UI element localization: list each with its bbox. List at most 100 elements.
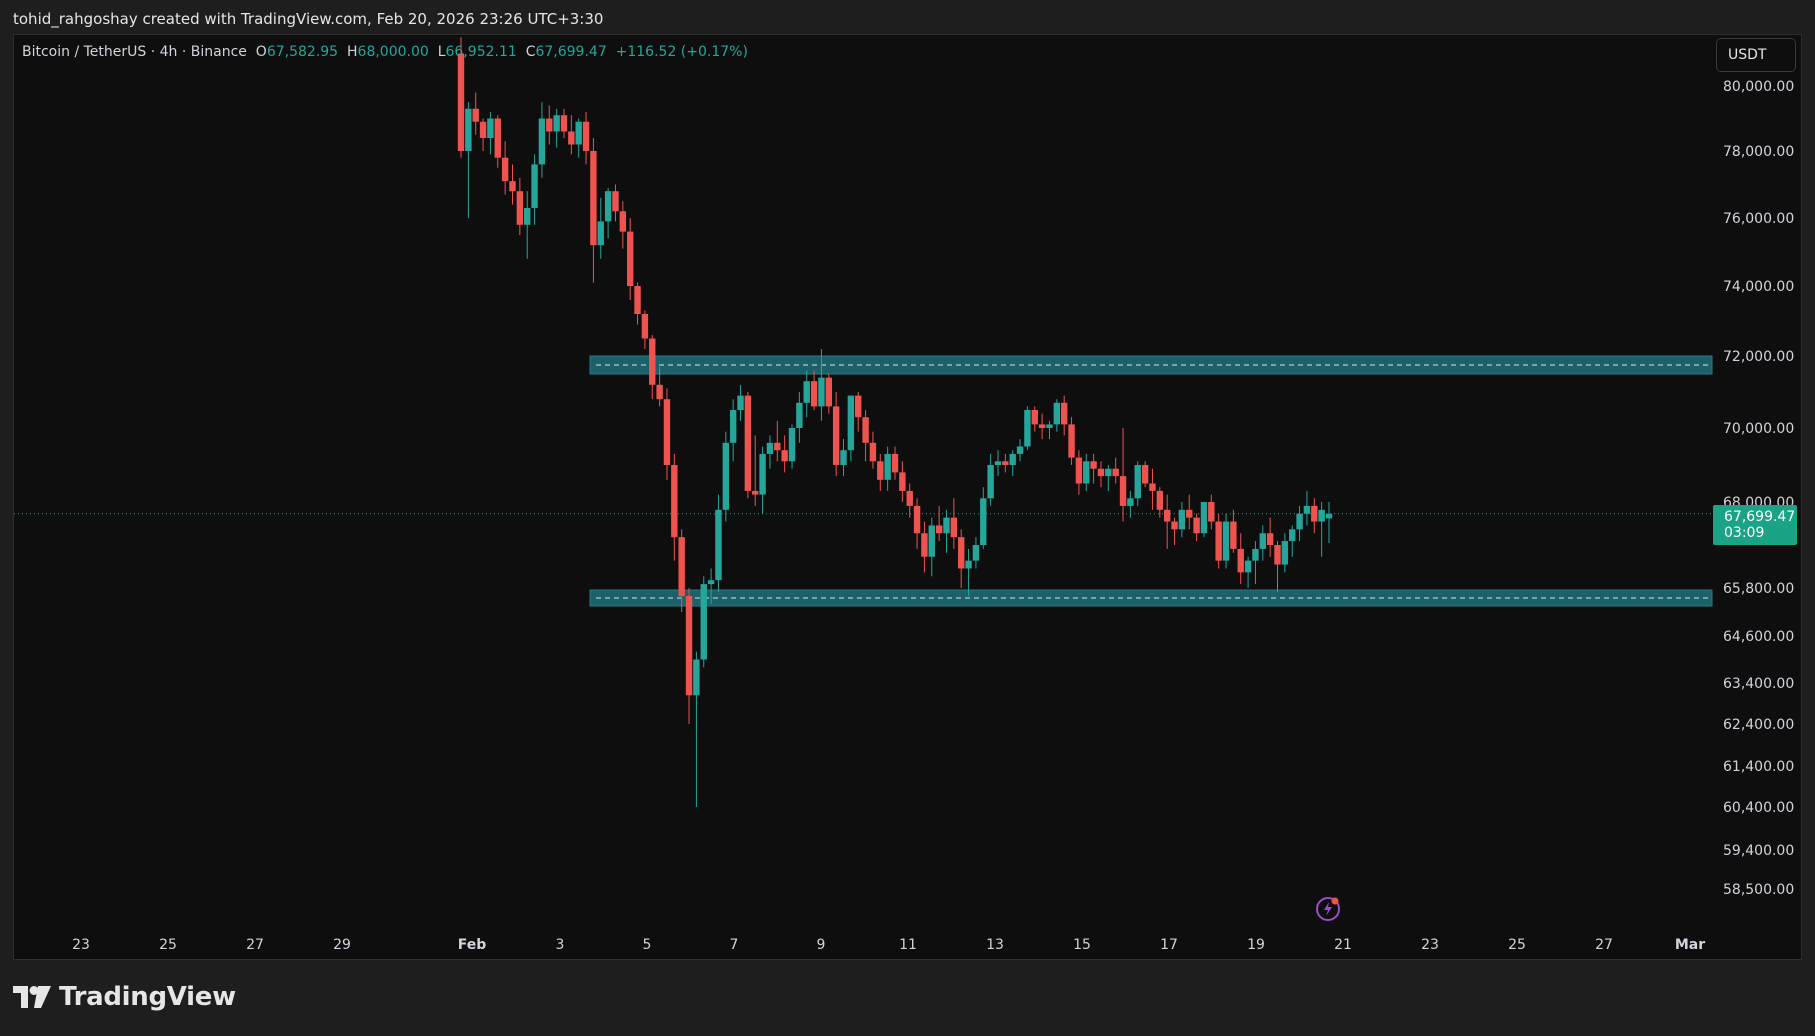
candle bbox=[869, 431, 877, 469]
candle bbox=[825, 374, 832, 414]
x-tick-label: 21 bbox=[1334, 937, 1352, 953]
y-tick-label: 58,500.00 bbox=[1723, 882, 1794, 898]
candle bbox=[1083, 453, 1090, 491]
candle bbox=[972, 537, 980, 569]
candle bbox=[649, 335, 656, 400]
candle bbox=[715, 494, 722, 592]
candle bbox=[781, 435, 788, 473]
candle bbox=[1244, 556, 1252, 588]
candle bbox=[1097, 461, 1105, 488]
candle bbox=[965, 548, 972, 596]
candle bbox=[958, 529, 965, 588]
y-tick-label: 62,400.00 bbox=[1723, 717, 1794, 733]
candle bbox=[671, 453, 678, 561]
y-tick-label: 61,400.00 bbox=[1723, 759, 1794, 775]
candle bbox=[847, 395, 855, 462]
candle bbox=[1171, 517, 1178, 545]
x-tick-label: Mar bbox=[1675, 937, 1705, 953]
candle bbox=[494, 115, 501, 168]
candle bbox=[840, 439, 847, 477]
x-tick-label: 5 bbox=[643, 937, 652, 953]
candle bbox=[1031, 406, 1038, 432]
candle bbox=[906, 483, 913, 518]
candle bbox=[980, 487, 987, 549]
candle bbox=[656, 366, 663, 407]
zone-2[interactable] bbox=[589, 589, 1713, 607]
candle bbox=[1230, 509, 1237, 553]
candle bbox=[1060, 395, 1068, 436]
y-tick-label: 60,400.00 bbox=[1723, 800, 1794, 816]
x-tick-label: 11 bbox=[899, 937, 917, 953]
x-tick-label: 15 bbox=[1073, 937, 1091, 953]
candle bbox=[1127, 490, 1134, 518]
candle bbox=[987, 453, 994, 506]
candle bbox=[1134, 461, 1141, 506]
candle bbox=[487, 112, 494, 155]
candle bbox=[524, 191, 531, 259]
candle bbox=[553, 108, 560, 148]
candle bbox=[663, 388, 671, 480]
open-value: 67,582.95 bbox=[266, 44, 339, 60]
candle bbox=[1252, 541, 1259, 585]
candle bbox=[1002, 453, 1009, 473]
candle bbox=[729, 399, 737, 462]
candle bbox=[546, 105, 553, 145]
candle bbox=[707, 568, 715, 604]
tradingview-logo[interactable]: TradingView bbox=[13, 982, 236, 1012]
low-value: 66,952.11 bbox=[445, 44, 517, 60]
candle bbox=[1193, 513, 1200, 542]
x-tick-label: 25 bbox=[159, 937, 177, 953]
candle bbox=[803, 370, 810, 418]
candle bbox=[1215, 513, 1222, 569]
candle bbox=[700, 576, 707, 668]
candle bbox=[877, 453, 884, 491]
candle bbox=[1274, 541, 1281, 592]
last-price-value: 67,699.47 bbox=[1724, 509, 1796, 525]
currency-button[interactable]: USDT bbox=[1716, 38, 1796, 72]
candle bbox=[531, 154, 538, 225]
x-tick-label: 27 bbox=[246, 937, 264, 953]
candle bbox=[472, 92, 479, 135]
y-tick-label: 72,000.00 bbox=[1723, 349, 1794, 365]
candle bbox=[788, 424, 796, 469]
candle bbox=[950, 498, 958, 549]
candle bbox=[1053, 399, 1061, 432]
candle bbox=[1046, 420, 1053, 440]
x-tick-label: 13 bbox=[986, 937, 1004, 953]
candle bbox=[465, 102, 472, 218]
candle bbox=[479, 118, 487, 151]
candle bbox=[619, 201, 627, 249]
candle bbox=[1075, 450, 1083, 495]
x-tick-label: 3 bbox=[556, 937, 565, 953]
candle bbox=[921, 521, 928, 573]
x-tick-label: 23 bbox=[1421, 937, 1439, 953]
x-tick-label: 25 bbox=[1508, 937, 1526, 953]
candle bbox=[634, 282, 641, 325]
candle bbox=[1296, 505, 1303, 542]
flash-icon[interactable] bbox=[1315, 896, 1341, 922]
tradingview-wordmark: TradingView bbox=[59, 982, 236, 1012]
symbol-title[interactable]: Bitcoin / TetherUS · 4h · Binance bbox=[22, 44, 247, 60]
candle bbox=[1024, 406, 1031, 451]
candle bbox=[1325, 502, 1333, 544]
candle bbox=[1038, 413, 1046, 440]
low-label: L bbox=[437, 44, 446, 60]
y-tick-label: 74,000.00 bbox=[1723, 279, 1794, 295]
x-tick-label: 17 bbox=[1160, 937, 1178, 953]
x-tick-label: 19 bbox=[1247, 937, 1265, 953]
candle bbox=[1163, 494, 1171, 549]
open-label: O bbox=[255, 44, 267, 60]
candle bbox=[1259, 525, 1266, 561]
candle bbox=[759, 446, 766, 514]
candle bbox=[722, 431, 730, 522]
candle bbox=[678, 529, 685, 612]
zone-1[interactable] bbox=[589, 355, 1713, 375]
candle bbox=[590, 138, 597, 283]
candle bbox=[516, 177, 524, 235]
candle bbox=[560, 108, 568, 138]
candle bbox=[935, 505, 943, 542]
x-tick-label: 7 bbox=[730, 937, 739, 953]
candle bbox=[597, 197, 604, 259]
candle bbox=[1318, 502, 1325, 557]
